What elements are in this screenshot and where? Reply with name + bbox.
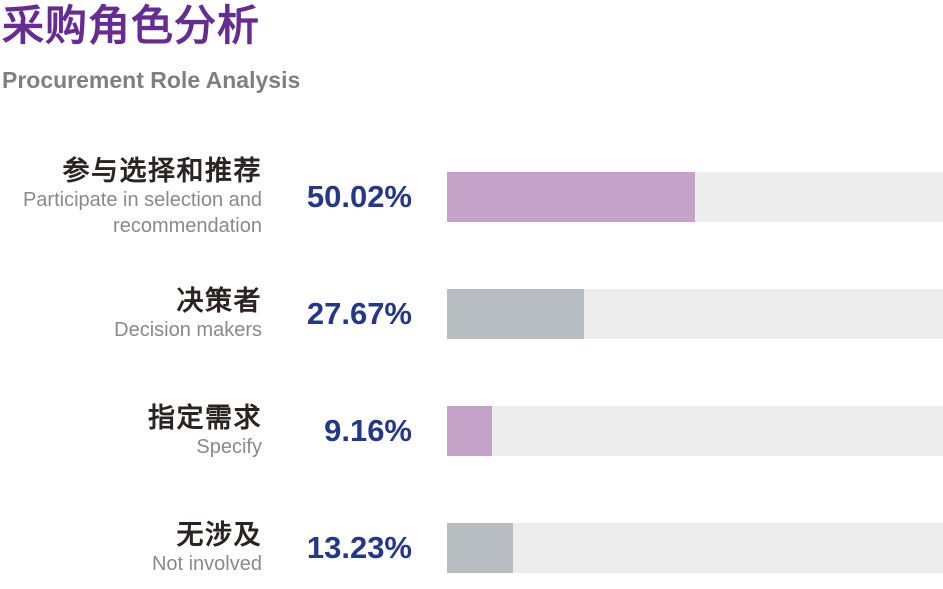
bar-fill [447, 289, 585, 339]
value-label: 9.16% [324, 413, 412, 448]
row-labels: 指定需求 Specify [0, 403, 262, 460]
bar-row: 参与选择和推荐 Participate in selection and rec… [0, 156, 943, 237]
category-label-zh: 指定需求 [148, 402, 262, 433]
bar-row: 指定需求 Specify 9.16% [0, 403, 943, 458]
bar-fill [447, 523, 513, 573]
page-title: 采购角色分析 [2, 2, 261, 49]
category-label-zh: 无涉及 [176, 519, 262, 550]
chart-header: 采购角色分析 Procurement Role Analysis [0, 0, 943, 94]
row-labels: 无涉及 Not involved [0, 520, 262, 577]
category-label-en: Participate in selection and recommendat… [22, 188, 262, 237]
bar-track [447, 523, 943, 573]
bar-track [447, 406, 943, 456]
bar-fill [447, 172, 696, 222]
bar-chart: 参与选择和推荐 Participate in selection and rec… [0, 156, 943, 575]
category-label-en: Specify [196, 435, 262, 458]
category-label-en: Not involved [151, 552, 262, 575]
category-label-zh: 参与选择和推荐 [62, 155, 262, 186]
row-labels: 决策者 Decision makers [0, 286, 262, 343]
value-label: 27.67% [306, 296, 412, 331]
value-label: 50.02% [306, 179, 412, 214]
row-labels: 参与选择和推荐 Participate in selection and rec… [0, 156, 262, 239]
bar-row: 无涉及 Not involved 13.23% [0, 520, 943, 575]
bar-track [447, 172, 943, 222]
page-subtitle: Procurement Role Analysis [2, 67, 301, 93]
bar-fill [447, 406, 493, 456]
category-label-en: Decision makers [114, 318, 262, 341]
bar-track [447, 289, 943, 339]
category-label-zh: 决策者 [176, 285, 262, 316]
bar-row: 决策者 Decision makers 27.67% [0, 286, 943, 341]
value-label: 13.23% [306, 530, 412, 565]
